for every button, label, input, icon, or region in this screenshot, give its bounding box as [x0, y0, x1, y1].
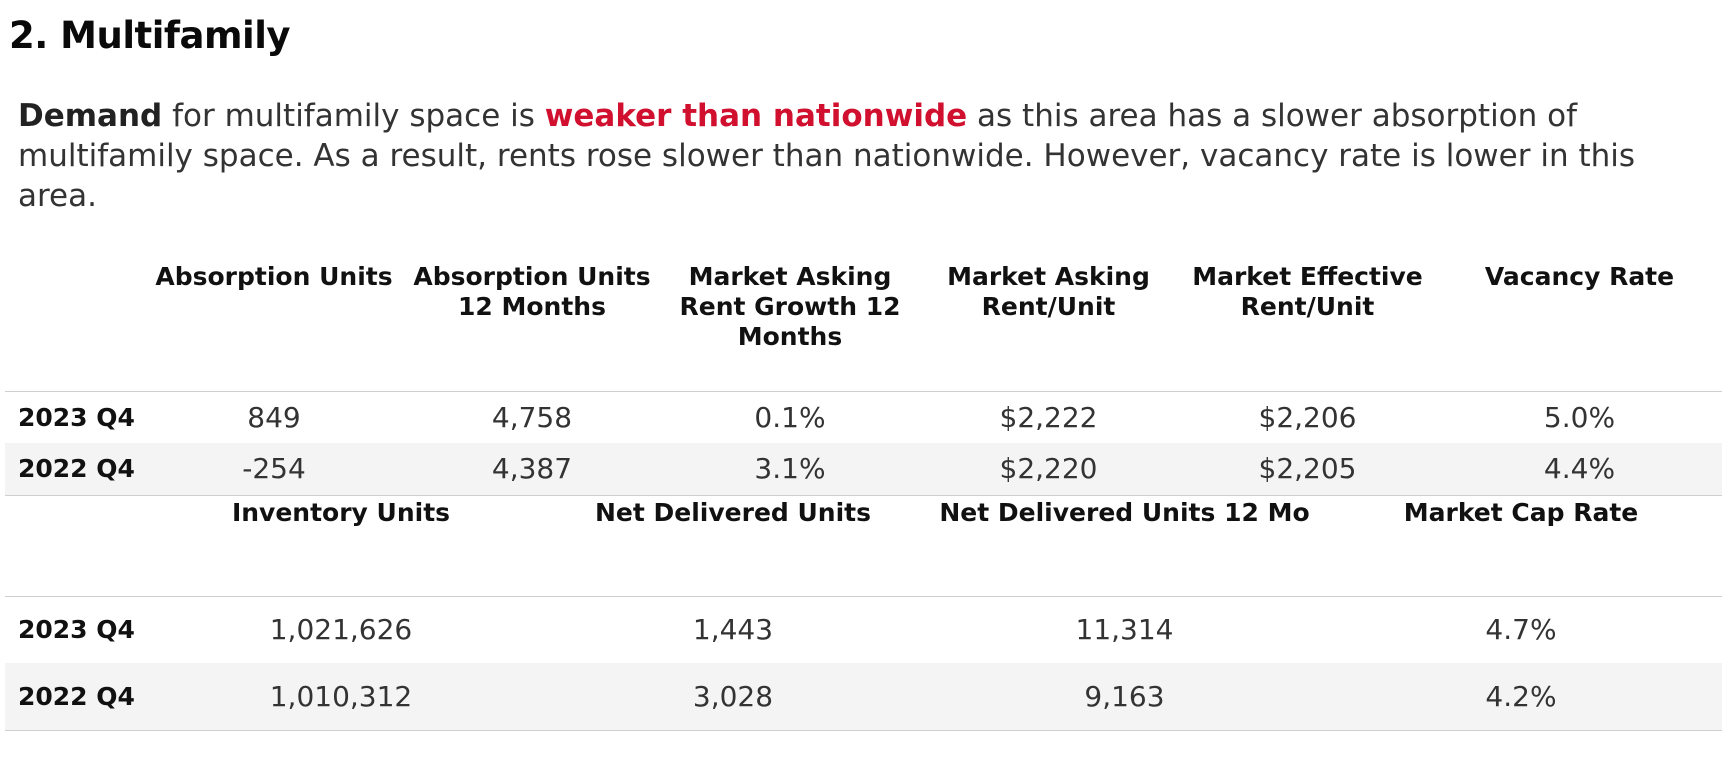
column-header: Absorption Units [155, 262, 393, 291]
column-header: Net Delivered Units [594, 498, 871, 527]
summary-text-1: for multifamily space is [162, 98, 545, 134]
table-header-row: Inventory Units Net Delivered Units Net … [5, 498, 1722, 596]
table-cell: $2,222 [919, 390, 1178, 443]
table-cell: 11,314 [929, 595, 1320, 663]
table-row: 2023 Q4 849 4,758 0.1% $2,222 $2,206 5.0… [5, 390, 1722, 443]
column-header: Vacancy Rate [1484, 262, 1675, 291]
column-header: Market Effective Rent/Unit [1192, 262, 1423, 321]
column-header: Inventory Units [231, 498, 451, 527]
table-cell: 4.7% [1320, 595, 1722, 663]
column-header: Market Asking Rent/Unit [947, 262, 1150, 321]
table-cell: 4,387 [403, 443, 661, 496]
table-cell: $2,220 [919, 443, 1178, 496]
table-cell: 1,443 [537, 595, 929, 663]
summary-lead: Demand [18, 98, 163, 134]
column-header: Net Delivered Units 12 Mo [939, 498, 1310, 527]
table-cell: 4.2% [1320, 663, 1722, 731]
table-cell: 4,758 [403, 390, 661, 443]
row-label: 2023 Q4 [5, 390, 145, 443]
table-cell: 3.1% [661, 443, 919, 496]
table-cell: 5.0% [1437, 390, 1722, 443]
column-header: Market Asking Rent Growth 12 Months [679, 262, 901, 351]
table-cell: 0.1% [661, 390, 919, 443]
table-cell: 1,010,312 [145, 663, 537, 731]
row-label: 2022 Q4 [5, 663, 145, 731]
table-cell: 4.4% [1437, 443, 1722, 496]
summary-paragraph: Demand for multifamily space is weaker t… [18, 96, 1718, 216]
row-label: 2022 Q4 [5, 443, 145, 496]
table-cell: -254 [145, 443, 403, 496]
table-cell: 9,163 [929, 663, 1320, 731]
absorption-rent-table: Absorption Units Absorption Units 12 Mon… [5, 262, 1722, 496]
table-cell: 849 [145, 390, 403, 443]
table-cell: $2,205 [1178, 443, 1437, 496]
column-header: Market Cap Rate [1403, 498, 1639, 527]
summary-text-2: as this area has a slower absorption of … [18, 98, 1636, 214]
table-cell: $2,206 [1178, 390, 1437, 443]
header-corner [5, 498, 145, 596]
table-header-row: Absorption Units Absorption Units 12 Mon… [5, 262, 1722, 391]
table-row: 2022 Q4 -254 4,387 3.1% $2,220 $2,205 4.… [5, 443, 1722, 496]
table-cell: 1,021,626 [145, 595, 537, 663]
table-row: 2023 Q4 1,021,626 1,443 11,314 4.7% [5, 595, 1722, 663]
table-row: 2022 Q4 1,010,312 3,028 9,163 4.2% [5, 663, 1722, 731]
header-corner [5, 262, 145, 391]
summary-highlight: weaker than nationwide [544, 98, 968, 134]
table-cell: 3,028 [537, 663, 929, 731]
section-title: 2. Multifamily [9, 14, 291, 57]
column-header: Absorption Units 12 Months [413, 262, 651, 321]
row-label: 2023 Q4 [5, 595, 145, 663]
inventory-delivery-table: Inventory Units Net Delivered Units Net … [5, 498, 1722, 731]
